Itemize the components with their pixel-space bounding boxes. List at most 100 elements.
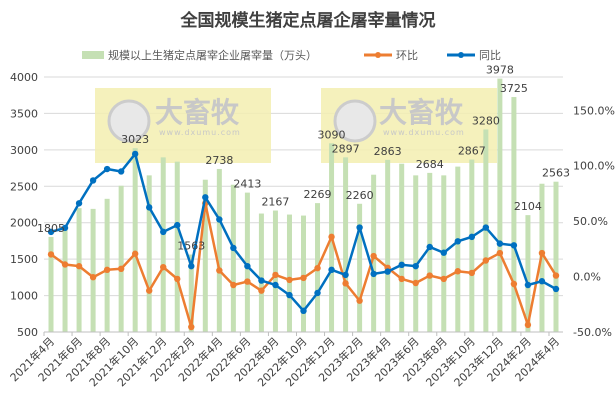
legend: 规模以上生猪定点屠宰企业屠宰量（万头） 环比 同比 (82, 48, 501, 62)
mom-point (244, 278, 251, 285)
yoy-point (146, 204, 153, 211)
mom-point (230, 281, 237, 289)
bar (286, 214, 292, 332)
bar-data-label: 1563 (177, 240, 205, 253)
mom-point (258, 287, 265, 294)
right-axis-tick-label: 0.0% (573, 271, 601, 284)
mom-point (552, 272, 560, 279)
mom-point (146, 287, 153, 294)
yoy-point (188, 262, 195, 270)
yoy-point (426, 243, 433, 251)
bar (553, 181, 559, 332)
bar (104, 198, 110, 332)
mom-point (47, 251, 55, 258)
left-axis-tick-label: 2000 (10, 217, 38, 230)
left-axis-tick-label: 4000 (10, 71, 38, 84)
left-axis-tick-label: 1000 (10, 290, 38, 303)
yoy-point (131, 150, 139, 158)
yoy-point (468, 233, 476, 241)
bar (146, 175, 152, 332)
mom-point (216, 267, 223, 274)
bar-data-label: 3978 (486, 64, 514, 77)
bar-data-label: 3280 (472, 114, 500, 127)
bar (230, 184, 236, 332)
mom-point (300, 274, 307, 282)
yoy-point (75, 200, 83, 207)
mom-point (342, 280, 349, 287)
bar (272, 210, 278, 332)
yoy-point (328, 266, 335, 274)
yoy-point (552, 285, 560, 293)
left-axis-tick-label: 3000 (10, 144, 38, 157)
legend-marker-yoy (458, 52, 464, 58)
yoy-point (61, 224, 69, 232)
mom-point (174, 275, 181, 283)
mom-point (426, 272, 433, 279)
mom-point (356, 297, 363, 304)
bar-data-label: 1805 (37, 222, 65, 235)
mom-point (510, 280, 518, 288)
yoy-point (384, 268, 391, 275)
left-axis-tick-label: 1500 (10, 253, 38, 266)
left-axis-tick-label: 500 (17, 326, 38, 339)
mom-point (131, 250, 139, 257)
mom-point (328, 233, 335, 241)
yoy-point (103, 165, 111, 173)
mom-point (314, 264, 321, 272)
bar (455, 166, 461, 332)
yoy-point (482, 224, 490, 231)
bar (357, 203, 363, 332)
bar (188, 254, 194, 332)
yoy-point (510, 242, 518, 249)
right-axis-tick-label: 100.0% (573, 160, 615, 173)
yoy-point (342, 271, 349, 279)
bar (469, 159, 475, 332)
bar-data-label: 2260 (346, 189, 374, 202)
left-axis-tick-label: 2500 (10, 180, 38, 193)
mom-point (61, 261, 69, 268)
yoy-point (230, 244, 237, 252)
yoy-point (47, 228, 55, 236)
watermark-brand: 大畜牧 (379, 96, 464, 129)
mom-point (103, 266, 111, 274)
yoy-point (412, 262, 419, 270)
bar (399, 163, 405, 332)
legend-label-yoy: 同比 (479, 49, 501, 62)
legend-marker-mom (375, 52, 381, 58)
yoy-point (286, 291, 293, 299)
yoy-point (496, 240, 504, 247)
bar (427, 172, 433, 332)
yoy-point (454, 238, 461, 245)
bar (343, 157, 349, 332)
yoy-point (160, 228, 167, 236)
chart-title: 全国规模生猪定点屠企屠宰量情况 (180, 10, 436, 31)
yoy-point (524, 281, 532, 289)
watermark-brand: 大畜牧 (155, 96, 240, 129)
mom-point (117, 265, 125, 273)
yoy-point (440, 249, 447, 256)
bar (160, 157, 166, 332)
left-axis-tick-label: 3500 (10, 107, 38, 120)
mom-point (440, 275, 447, 283)
mom-point (398, 275, 405, 283)
mom-point (482, 257, 490, 264)
right-axis-tick-label: 150.0% (573, 104, 615, 117)
yoy-point (89, 177, 97, 184)
mom-point (272, 271, 279, 279)
bar (174, 161, 180, 332)
watermark-logo-icon (333, 99, 377, 143)
mom-point (412, 279, 419, 287)
bar (118, 185, 124, 332)
bar-data-label: 2867 (458, 145, 486, 158)
bar (301, 215, 306, 332)
yoy-point (117, 168, 125, 175)
mom-point (370, 252, 377, 260)
yoy-point (216, 216, 223, 223)
bar-data-label: 2104 (514, 200, 542, 213)
mom-point (538, 249, 546, 257)
bar-data-label: 2563 (542, 167, 570, 180)
bar (132, 148, 138, 332)
mom-point (75, 262, 83, 270)
bar-data-label: 2413 (233, 178, 261, 191)
